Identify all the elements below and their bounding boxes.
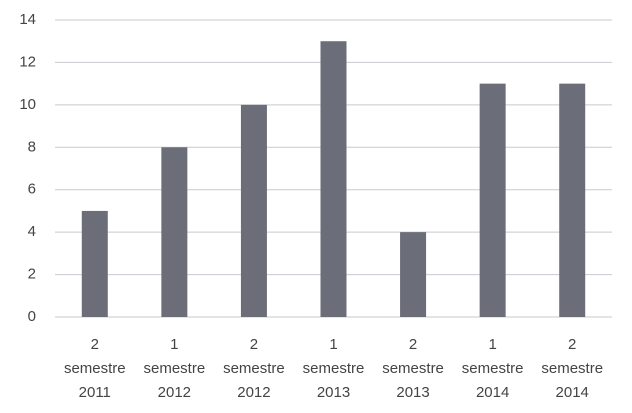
y-tick-label: 0 [28,308,36,325]
y-tick-label: 8 [28,138,36,155]
bar [479,83,506,318]
bar [320,41,347,317]
y-tick-label: 6 [28,181,36,198]
x-tick-label: 2 semestre 2012 [223,336,285,401]
y-tick-label: 10 [19,96,36,113]
x-tick-label: 2 semestre 2014 [541,336,603,401]
y-tick-label: 14 [19,11,36,28]
x-tick-label: 1 semestre 2014 [462,336,524,401]
x-tick-label: 2 semestre 2013 [382,336,444,401]
x-tick-label: 1 semestre 2013 [303,336,365,401]
y-tick-label: 2 [28,266,36,283]
y-tick-label: 4 [28,223,36,240]
y-tick-label: 12 [19,53,36,70]
bar [240,104,267,317]
bar [161,147,188,317]
bar [559,83,586,318]
bar [400,232,427,317]
x-tick-label: 1 semestre 2012 [144,336,206,401]
x-tick-label: 2 semestre 2011 [64,336,126,401]
bar [81,210,108,317]
